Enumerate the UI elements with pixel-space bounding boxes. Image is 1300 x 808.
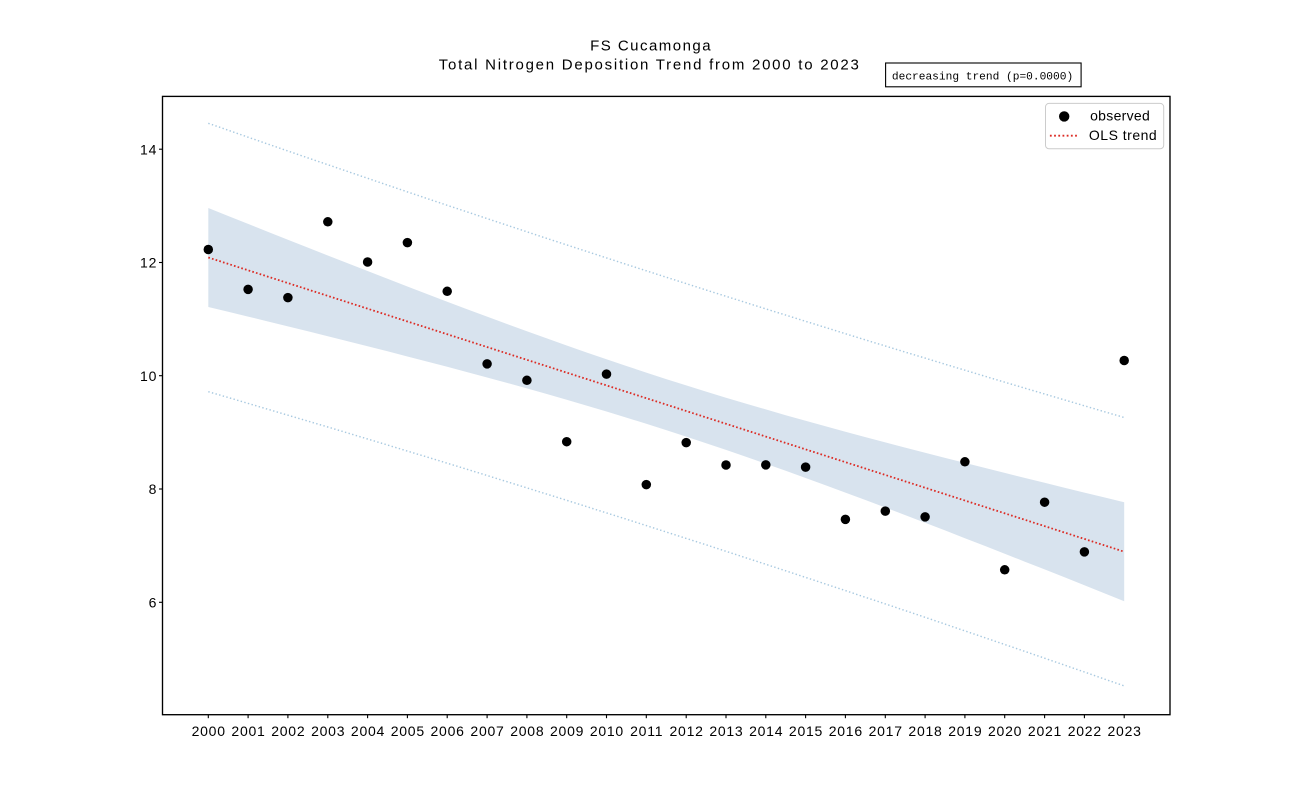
svg-text:observed: observed xyxy=(1090,107,1150,123)
svg-text:2016: 2016 xyxy=(829,723,863,739)
svg-text:2007: 2007 xyxy=(470,723,504,739)
svg-text:2012: 2012 xyxy=(670,723,704,739)
svg-text:Total Nitrogen Deposition Tren: Total Nitrogen Deposition Trend from 200… xyxy=(439,56,861,73)
svg-text:2002: 2002 xyxy=(271,723,305,739)
svg-text:2004: 2004 xyxy=(351,723,385,739)
svg-text:2005: 2005 xyxy=(391,723,425,739)
svg-text:2017: 2017 xyxy=(869,723,903,739)
svg-text:2010: 2010 xyxy=(590,723,624,739)
svg-text:14: 14 xyxy=(140,141,157,157)
svg-text:OLS trend: OLS trend xyxy=(1089,127,1157,143)
svg-text:2018: 2018 xyxy=(908,723,942,739)
svg-text:2019: 2019 xyxy=(948,723,982,739)
svg-text:2009: 2009 xyxy=(550,723,584,739)
svg-text:2001: 2001 xyxy=(231,723,265,739)
svg-text:2020: 2020 xyxy=(988,723,1022,739)
svg-text:2022: 2022 xyxy=(1068,723,1102,739)
svg-text:2013: 2013 xyxy=(709,723,743,739)
svg-text:2003: 2003 xyxy=(311,723,345,739)
svg-text:2000: 2000 xyxy=(192,723,226,739)
svg-text:8: 8 xyxy=(149,481,158,497)
svg-text:2015: 2015 xyxy=(789,723,823,739)
svg-text:2021: 2021 xyxy=(1028,723,1062,739)
svg-text:decreasing trend (p=0.0000): decreasing trend (p=0.0000) xyxy=(892,72,1073,84)
svg-text:FS Cucamonga: FS Cucamonga xyxy=(590,38,712,55)
svg-text:2011: 2011 xyxy=(630,723,663,739)
svg-text:2006: 2006 xyxy=(431,723,465,739)
svg-text:10: 10 xyxy=(140,368,157,384)
svg-text:6: 6 xyxy=(149,594,158,610)
svg-text:2014: 2014 xyxy=(749,723,783,739)
svg-text:12: 12 xyxy=(140,255,157,271)
svg-text:2008: 2008 xyxy=(510,723,544,739)
svg-text:2023: 2023 xyxy=(1108,723,1142,739)
